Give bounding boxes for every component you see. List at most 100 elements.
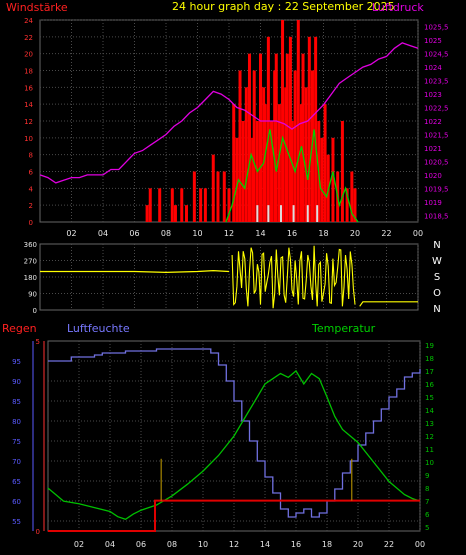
wind-bar xyxy=(232,104,236,222)
wind-bar xyxy=(284,87,288,222)
x-tick-label: 04 xyxy=(98,229,108,238)
wind-bar xyxy=(285,53,289,222)
wind-calm-bar xyxy=(267,205,270,222)
y2-tick-label: 1022,5 xyxy=(424,105,449,113)
compass-letter: N xyxy=(433,304,440,315)
wind-bar xyxy=(170,188,174,222)
humidity-temperature-lines xyxy=(47,348,421,532)
y-tick-label: 80 xyxy=(12,418,21,426)
wind-bar xyxy=(340,121,344,222)
wind-bar xyxy=(296,20,300,222)
temp-tick-label: 13 xyxy=(425,420,434,428)
wind-bar xyxy=(299,104,303,222)
rain-tick-label: 5 xyxy=(36,338,40,346)
rain-line xyxy=(48,499,420,532)
y-tick-label: 24 xyxy=(24,17,33,25)
wind-average-line xyxy=(225,129,359,223)
y-tick-label: 6 xyxy=(29,169,34,177)
temp-tick-label: 8 xyxy=(425,485,429,493)
wind-bar xyxy=(222,171,226,222)
temp-tick-label: 10 xyxy=(425,459,434,467)
direction-lines xyxy=(40,245,418,309)
temp-tick-label: 6 xyxy=(425,511,430,519)
temp-tick-label: 18 xyxy=(425,355,434,363)
x-tick-label: 12 xyxy=(224,229,234,238)
wind-bar xyxy=(263,104,267,222)
time-axis: 02 04 06 08 10 12 14 16 18 20 22 00 xyxy=(74,540,425,549)
y-tick-label: 60 xyxy=(12,498,21,506)
x-tick-label: 20 xyxy=(353,540,363,549)
y-tick-label: 8 xyxy=(29,152,33,160)
y2-tick-label: 1021,5 xyxy=(424,131,449,139)
y-tick-label: 0 xyxy=(29,219,33,227)
y-tick-label: 70 xyxy=(12,458,21,466)
wind-calm-bar xyxy=(316,205,319,222)
y2-tick-label: 1023,5 xyxy=(424,78,449,86)
y-tick-label: 18 xyxy=(24,68,33,76)
wind-bar xyxy=(145,205,149,222)
y-tick-label: 180 xyxy=(24,274,37,282)
direction-line xyxy=(359,301,418,307)
x-tick-label: 08 xyxy=(167,540,177,549)
x-tick-label: 12 xyxy=(229,540,239,549)
wind-bar xyxy=(262,87,266,222)
wind-bar xyxy=(304,87,308,222)
humidity-y-axis: 55 60 65 70 75 80 85 90 95 xyxy=(12,358,21,526)
temperature-label: Temperatur xyxy=(311,322,376,335)
y-tick-label: 55 xyxy=(12,518,21,526)
x-tick-label: 20 xyxy=(350,229,360,238)
wind-bar xyxy=(293,70,297,222)
y2-tick-label: 1024 xyxy=(424,64,442,72)
wind-bar xyxy=(244,87,248,222)
wind-bar xyxy=(345,188,349,222)
wind-bar xyxy=(247,53,251,222)
y-tick-label: 12 xyxy=(24,118,33,126)
time-axis: 02 04 06 08 10 12 14 16 18 20 22 00 xyxy=(66,229,423,238)
y-tick-label: 90 xyxy=(28,291,37,299)
x-tick-label: 08 xyxy=(161,229,171,238)
temperature-y-axis: 5 6 7 8 9 10 11 12 13 14 15 16 17 18 19 xyxy=(425,342,434,532)
x-tick-label: 06 xyxy=(136,540,146,549)
y2-tick-label: 1023 xyxy=(424,91,442,99)
wind-bar xyxy=(323,104,327,222)
rain-label: Regen xyxy=(2,322,37,335)
y-tick-label: 0 xyxy=(33,307,37,315)
x-tick-label: 04 xyxy=(105,540,115,549)
x-tick-label: 16 xyxy=(287,229,297,238)
x-tick-label: 02 xyxy=(74,540,84,549)
y-tick-label: 16 xyxy=(24,84,33,92)
y2-tick-label: 1018,5 xyxy=(424,212,449,220)
y-tick-label: 75 xyxy=(12,438,21,446)
temp-tick-label: 16 xyxy=(425,381,434,389)
wind-bar xyxy=(180,188,184,222)
wind-bar xyxy=(238,70,242,222)
y-tick-label: 65 xyxy=(12,478,21,486)
temperature-line xyxy=(47,369,421,521)
wind-bar xyxy=(307,36,311,223)
rain-y-axis: 05 xyxy=(36,338,40,536)
wind-bar xyxy=(227,188,231,222)
wind-calm-bar xyxy=(306,205,309,222)
wind-bar xyxy=(235,137,239,222)
panel-grid xyxy=(40,244,419,310)
wind-bars xyxy=(145,20,357,223)
x-tick-label: 10 xyxy=(192,229,202,238)
wind-bar xyxy=(288,36,292,223)
wind-lines xyxy=(39,42,419,223)
wind-bar xyxy=(148,188,152,222)
x-tick-label: 18 xyxy=(318,229,328,238)
wind-bar xyxy=(301,53,305,222)
x-tick-label: 22 xyxy=(381,229,391,238)
wind-bar xyxy=(158,188,162,222)
pressure-label: Luftdruck xyxy=(372,1,424,14)
pressure-line xyxy=(39,42,419,184)
chart-title: 24 hour graph day : 22 September 2025 xyxy=(172,0,395,13)
y-tick-label: 10 xyxy=(24,135,33,143)
wind-bar xyxy=(277,104,281,222)
wind-bar xyxy=(353,188,357,222)
